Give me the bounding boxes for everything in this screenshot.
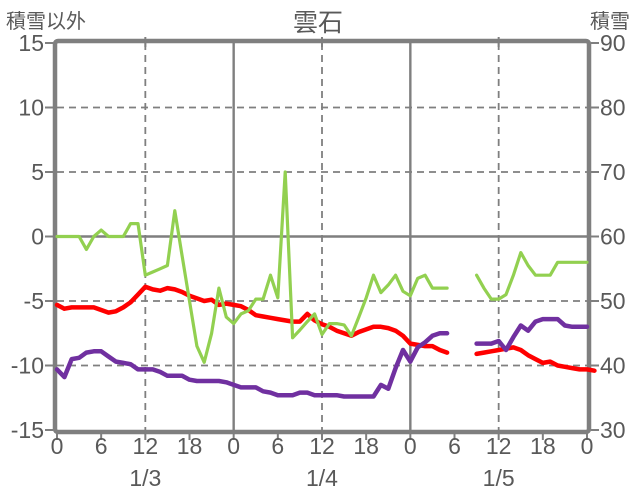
series-red-line (54, 284, 450, 355)
x-axis-hour-label: 12 (486, 433, 512, 459)
right-axis-tick-label: 70 (600, 159, 626, 185)
series-purple-line (474, 316, 590, 353)
right-axis-tick-label: 80 (600, 95, 626, 121)
right-axis-title: 積雪 (590, 11, 630, 33)
x-axis-hour-label: 6 (448, 433, 461, 459)
left-axis-tick-label: 5 (31, 159, 44, 185)
left-axis-tick-label: -5 (24, 288, 44, 314)
x-axis-hour-label: 12 (309, 433, 335, 459)
series-green-line (475, 251, 589, 301)
right-axis-tick-label: 40 (600, 353, 626, 379)
series-green-line (55, 170, 449, 364)
x-axis-hour-label: 0 (51, 433, 64, 459)
x-axis-hour-label: 0 (581, 433, 594, 459)
x-axis-hour-label: 12 (133, 433, 159, 459)
x-axis-hour-label: 18 (530, 433, 556, 459)
x-axis-hour-label: 0 (227, 433, 240, 459)
left-axis-tick-label: -15 (11, 417, 44, 443)
left-axis-title: 積雪以外 (6, 11, 86, 33)
right-axis-tick-label: 90 (600, 30, 626, 56)
x-axis-date-label: 1/4 (306, 465, 338, 491)
left-axis-tick-label: 15 (18, 30, 44, 56)
right-axis-tick-label: 50 (600, 288, 626, 314)
series-purple-line (54, 331, 450, 399)
right-axis-tick-label: 60 (600, 224, 626, 250)
x-axis-hour-label: 18 (177, 433, 203, 459)
x-axis-date-label: 1/3 (129, 465, 161, 491)
series-red-line (474, 345, 597, 373)
left-axis-tick-label: 10 (18, 95, 44, 121)
x-axis-hour-label: 6 (95, 433, 108, 459)
x-axis-hour-label: 6 (271, 433, 284, 459)
x-axis-date-label: 1/5 (483, 465, 515, 491)
right-axis-tick-label: 30 (600, 417, 626, 443)
left-axis-tick-label: -10 (11, 353, 44, 379)
left-axis-tick-label: 0 (31, 224, 44, 250)
x-axis-hour-label: 18 (353, 433, 379, 459)
x-axis-hour-label: 0 (404, 433, 417, 459)
